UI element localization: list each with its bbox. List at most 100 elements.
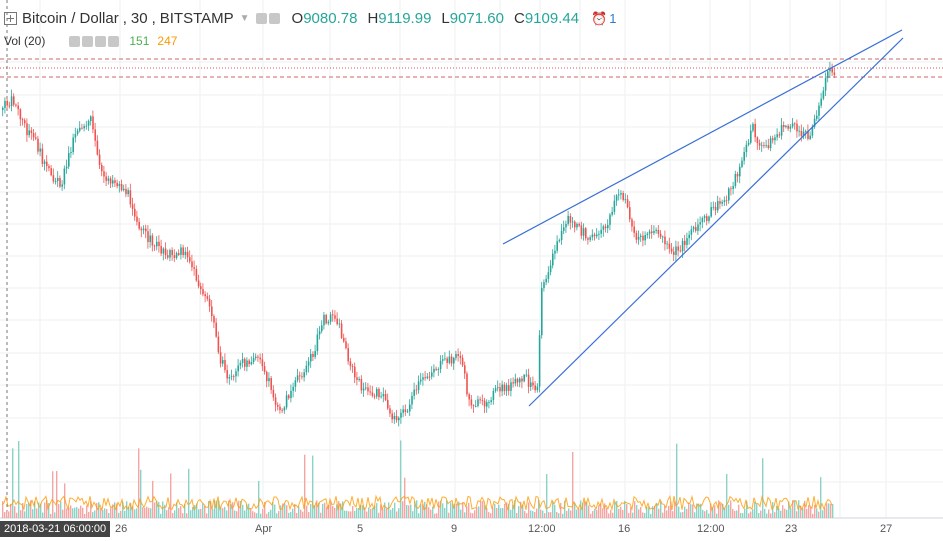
candle-body — [257, 356, 259, 358]
volume-bar — [138, 448, 140, 518]
volume-label[interactable]: Vol (20) — [4, 34, 46, 48]
volume-bar — [474, 510, 476, 518]
settings-icon[interactable] — [95, 35, 107, 47]
volume-bar — [406, 504, 408, 518]
volume-bar — [428, 507, 430, 518]
chevron-down-icon[interactable]: ▼ — [239, 13, 250, 24]
volume-bar — [466, 506, 468, 518]
volume-bar — [550, 512, 552, 518]
candle-body — [250, 361, 253, 365]
interval-label[interactable]: 30 — [130, 10, 148, 27]
volume-bar — [60, 501, 62, 518]
candle-body — [822, 90, 825, 99]
candle-body — [202, 289, 204, 295]
candle-body — [351, 366, 354, 367]
alarm-clock-icon[interactable]: ⏰ — [591, 10, 608, 26]
volume-bar — [482, 500, 484, 518]
candle-body — [433, 368, 435, 373]
volume-bar — [2, 501, 4, 518]
x-tick: 9 — [451, 523, 458, 535]
volume-bar — [132, 506, 134, 518]
volume-bar — [512, 504, 514, 518]
candle-body — [252, 358, 255, 362]
volume-bar — [762, 458, 764, 518]
volume-bar — [354, 510, 356, 518]
candle-body — [809, 135, 811, 139]
volume-bar — [258, 480, 260, 518]
volume-bar — [738, 504, 740, 518]
volume-bar — [764, 508, 766, 518]
eye-icon[interactable] — [255, 13, 267, 24]
candle-body — [138, 221, 140, 229]
volume-bar — [74, 507, 76, 518]
volume-bar — [30, 500, 32, 518]
candle-body — [706, 216, 708, 221]
candle-body — [246, 360, 248, 367]
volume-bar — [246, 504, 248, 518]
volume-bar — [336, 504, 338, 518]
volume-bar — [486, 508, 488, 518]
volume-bar — [316, 500, 318, 518]
exchange-label[interactable]: BITSTAMP — [159, 10, 234, 27]
volume-bar — [394, 502, 396, 518]
volume-bar — [614, 502, 616, 518]
volume-bar — [24, 511, 26, 518]
candle-body — [222, 360, 224, 364]
candle-body — [59, 177, 61, 187]
eye-icon[interactable] — [69, 35, 81, 47]
volume-bar — [646, 507, 648, 518]
candle-body — [50, 168, 52, 176]
volume-bar — [440, 500, 442, 518]
volume-bar — [436, 513, 438, 518]
symbol-name[interactable]: Bitcoin / Dollar — [22, 10, 119, 27]
candle-body — [486, 402, 488, 407]
volume-bar — [468, 502, 470, 518]
candle-body — [283, 407, 286, 411]
volume-bar — [598, 505, 600, 518]
candle-body — [488, 402, 490, 403]
candle-body — [538, 335, 541, 387]
candle-body — [134, 208, 136, 217]
gear-icon[interactable] — [82, 35, 94, 47]
candle-body — [772, 138, 774, 141]
candle-body — [327, 321, 330, 324]
volume-bar — [226, 510, 228, 518]
candle-body — [21, 119, 24, 121]
candle-body — [79, 127, 81, 131]
volume-bar — [606, 507, 608, 518]
candle-body — [70, 151, 72, 154]
candle-body — [136, 216, 138, 222]
volume-bar — [402, 501, 404, 518]
candle-body — [633, 226, 635, 233]
volume-bar — [374, 505, 376, 518]
candle-body — [415, 389, 418, 391]
candle-body — [494, 388, 497, 391]
candle-body — [68, 153, 70, 167]
legend-collapse-icon[interactable] — [4, 12, 17, 25]
volume-bar — [142, 507, 144, 518]
candle-body — [332, 314, 334, 316]
gear-icon[interactable] — [268, 13, 280, 24]
candle-body — [785, 125, 787, 127]
volume-bar — [312, 455, 314, 518]
volume-bar — [88, 511, 90, 518]
candle-body — [285, 395, 288, 408]
candle-body — [598, 233, 600, 235]
volume-bar — [470, 512, 472, 518]
volume-bar — [262, 509, 264, 518]
volume-bar — [136, 508, 138, 518]
volume-bar — [636, 504, 638, 518]
volume-bar — [238, 500, 240, 518]
candle-body — [290, 390, 292, 399]
volume-bar — [510, 509, 512, 518]
candle-body — [158, 241, 160, 247]
volume-bar — [584, 500, 586, 518]
volume-bar — [528, 502, 530, 518]
close-icon[interactable] — [108, 35, 120, 47]
candle-body — [686, 238, 688, 245]
alerts-count[interactable]: 1 — [609, 11, 617, 26]
volume-bar — [68, 507, 70, 518]
candle-body — [523, 374, 525, 382]
